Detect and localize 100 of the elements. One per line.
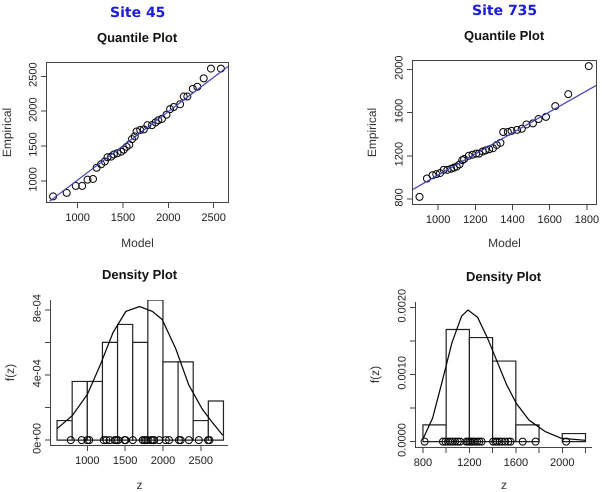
point — [460, 155, 468, 164]
x-tick-label: 1500 — [110, 212, 136, 224]
point — [117, 148, 126, 156]
point — [89, 174, 97, 183]
point — [110, 150, 118, 158]
y-tick-label: 1500 — [28, 132, 40, 157]
point — [455, 160, 464, 168]
chart-title: Density Plot — [466, 269, 542, 284]
point — [499, 128, 508, 136]
x-tick-label: 1000 — [65, 212, 90, 224]
point — [488, 144, 497, 152]
x-axis-title: Model — [121, 236, 154, 250]
y-tick-label: 0.0020 — [396, 288, 409, 323]
y-tick-label: 1600 — [394, 98, 406, 124]
y-tick-label: 2000 — [394, 55, 406, 80]
y-axis-title: Empirical — [364, 108, 379, 158]
point — [534, 115, 543, 124]
point — [518, 124, 526, 133]
point — [100, 157, 109, 166]
point — [468, 150, 477, 159]
chart-title: Quantile Plot — [97, 30, 178, 45]
point — [128, 135, 136, 144]
point — [140, 125, 148, 134]
y-tick-label: 4e-04 — [32, 359, 44, 388]
x-tick-label: 2000 — [150, 455, 176, 468]
point — [206, 64, 215, 73]
point — [132, 127, 141, 136]
point — [143, 121, 152, 130]
point — [72, 182, 80, 190]
point — [200, 74, 208, 82]
point — [188, 84, 197, 93]
point — [452, 162, 461, 171]
point — [542, 112, 550, 121]
point — [475, 150, 484, 158]
point — [136, 126, 144, 134]
y-tick-label: 0e+00 — [32, 423, 44, 454]
x-tick-label: 1800 — [574, 214, 600, 226]
point — [436, 169, 444, 178]
point — [440, 166, 448, 174]
point — [78, 182, 86, 190]
y-tick-label: 800 — [394, 188, 406, 207]
point — [504, 128, 512, 136]
point — [62, 188, 71, 197]
point — [492, 140, 501, 149]
x-tick-label: 1200 — [463, 214, 488, 226]
x-tick-label: 1000 — [426, 214, 450, 226]
point — [120, 146, 128, 154]
point — [443, 166, 452, 174]
y-tick-label: 8e-04 — [32, 294, 44, 322]
y-tick-label: 1200 — [394, 142, 406, 166]
chart-title: Density Plot — [102, 267, 178, 282]
point — [584, 62, 593, 70]
y-tick-label: 0.0010 — [396, 356, 409, 390]
x-tick-label: 1500 — [112, 455, 138, 468]
point — [130, 132, 139, 140]
x-tick-label: 2000 — [550, 457, 575, 470]
y-axis-title: f(z) — [368, 366, 382, 384]
point — [422, 174, 431, 182]
y-tick-label: 0.0000 — [396, 423, 409, 457]
point — [92, 164, 101, 172]
x-tick-label: 800 — [414, 457, 432, 470]
x-tick-label: 1600 — [537, 214, 562, 226]
point — [551, 102, 560, 110]
point — [152, 118, 160, 126]
point — [49, 192, 58, 200]
x-tick-label: 1400 — [500, 214, 525, 226]
x-tick-label: 1600 — [504, 457, 528, 470]
point — [458, 156, 466, 164]
point — [472, 150, 480, 158]
point — [97, 160, 106, 168]
y-tick-label: 1000 — [28, 167, 40, 192]
x-tick-label: 1200 — [457, 457, 482, 470]
x-tick-label: 2000 — [156, 212, 181, 224]
point — [162, 110, 170, 119]
point — [508, 126, 516, 135]
y-axis-title: Empirical — [0, 108, 14, 158]
point — [447, 164, 456, 173]
point — [513, 126, 522, 134]
point — [482, 146, 490, 154]
chart-title: Quantile Plot — [464, 28, 545, 43]
x-tick-label: 1000 — [75, 455, 100, 468]
point — [170, 103, 178, 112]
point — [428, 171, 437, 180]
point — [122, 142, 131, 151]
point — [158, 114, 166, 123]
x-axis-title: z — [136, 478, 142, 492]
point — [464, 152, 473, 160]
point — [84, 176, 92, 184]
x-tick-label: 2500 — [188, 455, 214, 468]
point — [450, 164, 458, 172]
point — [180, 92, 188, 101]
x-axis-title: Model — [488, 236, 521, 250]
point — [107, 152, 116, 161]
point — [154, 116, 162, 124]
point — [478, 147, 487, 156]
point — [148, 121, 156, 130]
y-tick-label: 2000 — [28, 97, 40, 122]
point — [485, 145, 494, 154]
point — [125, 140, 134, 149]
point — [432, 170, 440, 178]
